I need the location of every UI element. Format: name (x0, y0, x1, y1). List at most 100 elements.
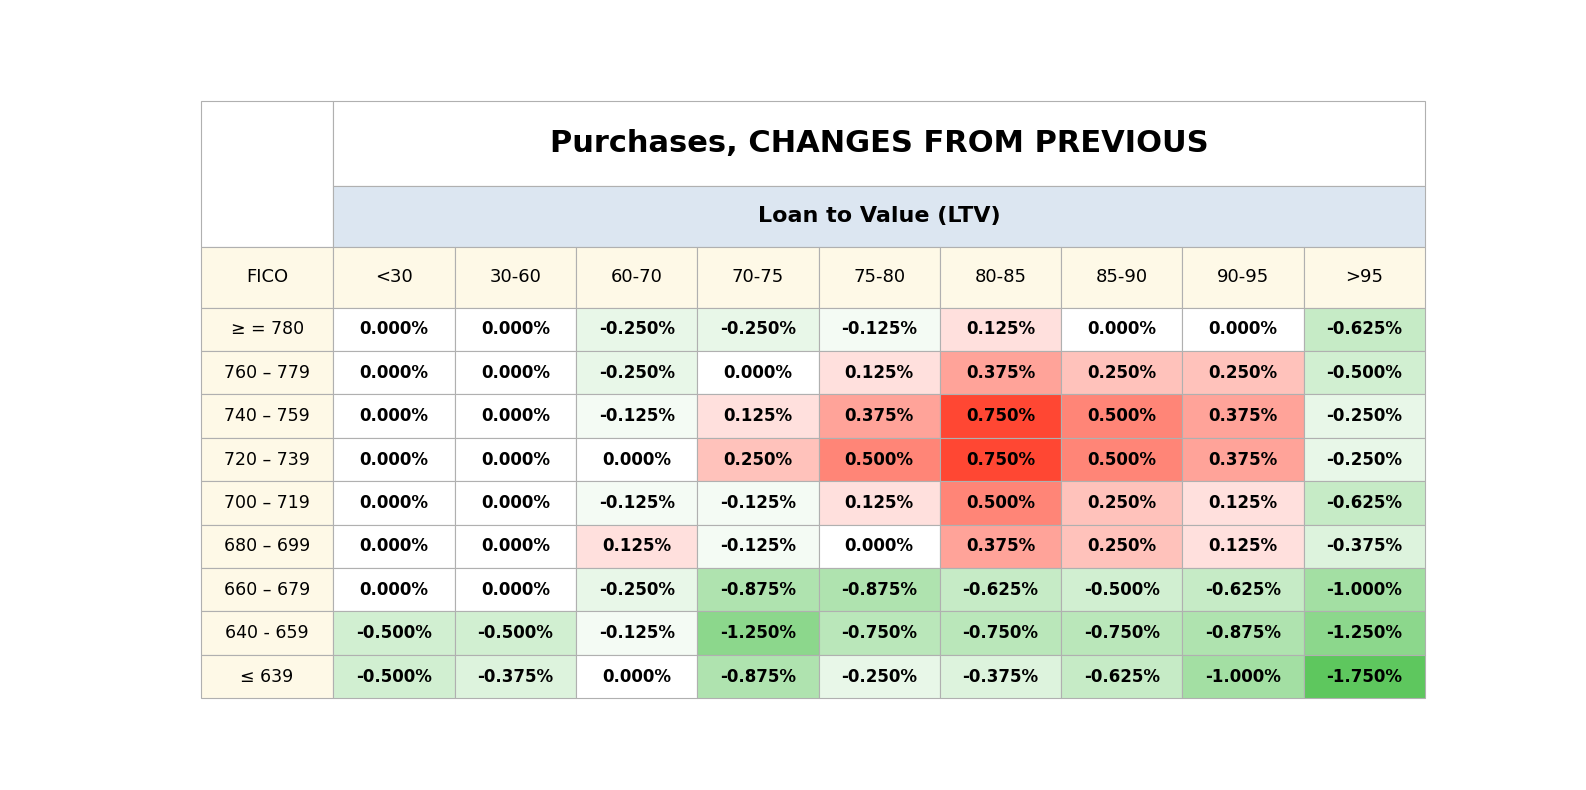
Text: -0.625%: -0.625% (963, 581, 1039, 599)
Text: -0.250%: -0.250% (1326, 450, 1402, 468)
Text: 0.125%: 0.125% (723, 407, 793, 425)
Text: -1.000%: -1.000% (1205, 668, 1281, 686)
Text: -0.750%: -0.750% (841, 624, 917, 642)
Text: -0.625%: -0.625% (1205, 581, 1281, 599)
Text: 700 – 719: 700 – 719 (224, 494, 309, 512)
Text: 0.375%: 0.375% (845, 407, 914, 425)
Text: -0.500%: -0.500% (357, 624, 431, 642)
FancyBboxPatch shape (818, 568, 940, 611)
FancyBboxPatch shape (1304, 351, 1424, 394)
FancyBboxPatch shape (1304, 307, 1424, 351)
FancyBboxPatch shape (576, 394, 698, 438)
Text: -0.750%: -0.750% (1083, 624, 1159, 642)
FancyBboxPatch shape (698, 246, 818, 307)
Text: -0.875%: -0.875% (720, 581, 796, 599)
FancyBboxPatch shape (1183, 438, 1304, 481)
Text: -0.875%: -0.875% (1205, 624, 1281, 642)
FancyBboxPatch shape (201, 655, 333, 698)
FancyBboxPatch shape (698, 525, 818, 568)
Text: 660 – 679: 660 – 679 (224, 581, 311, 599)
FancyBboxPatch shape (940, 351, 1061, 394)
FancyBboxPatch shape (1304, 568, 1424, 611)
Text: ≥ = 780: ≥ = 780 (230, 321, 303, 338)
FancyBboxPatch shape (1061, 438, 1183, 481)
FancyBboxPatch shape (201, 101, 333, 246)
FancyBboxPatch shape (1183, 394, 1304, 438)
FancyBboxPatch shape (698, 394, 818, 438)
Text: 0.750%: 0.750% (966, 450, 1036, 468)
FancyBboxPatch shape (818, 438, 940, 481)
FancyBboxPatch shape (818, 525, 940, 568)
FancyBboxPatch shape (818, 246, 940, 307)
Text: ≤ 639: ≤ 639 (241, 668, 293, 686)
Text: 0.000%: 0.000% (360, 321, 428, 338)
FancyBboxPatch shape (1183, 481, 1304, 525)
FancyBboxPatch shape (1183, 351, 1304, 394)
Text: -1.250%: -1.250% (720, 624, 796, 642)
FancyBboxPatch shape (1061, 246, 1183, 307)
FancyBboxPatch shape (455, 307, 576, 351)
Text: 0.000%: 0.000% (481, 407, 550, 425)
FancyBboxPatch shape (333, 246, 455, 307)
Text: 0.000%: 0.000% (1209, 321, 1278, 338)
Text: -0.125%: -0.125% (598, 494, 674, 512)
FancyBboxPatch shape (1183, 611, 1304, 655)
Text: 0.375%: 0.375% (966, 363, 1036, 382)
Text: 0.000%: 0.000% (481, 450, 550, 468)
Text: -0.375%: -0.375% (1326, 537, 1402, 555)
Text: 0.250%: 0.250% (723, 450, 793, 468)
Text: 0.125%: 0.125% (1209, 494, 1278, 512)
Text: -0.250%: -0.250% (841, 668, 917, 686)
Text: -0.625%: -0.625% (1326, 494, 1402, 512)
FancyBboxPatch shape (818, 655, 940, 698)
FancyBboxPatch shape (818, 611, 940, 655)
Text: -0.750%: -0.750% (963, 624, 1039, 642)
FancyBboxPatch shape (201, 394, 333, 438)
Text: -0.375%: -0.375% (477, 668, 554, 686)
Text: -0.500%: -0.500% (1326, 363, 1402, 382)
Text: 0.250%: 0.250% (1086, 537, 1156, 555)
FancyBboxPatch shape (940, 394, 1061, 438)
FancyBboxPatch shape (201, 307, 333, 351)
FancyBboxPatch shape (333, 568, 455, 611)
FancyBboxPatch shape (576, 351, 698, 394)
FancyBboxPatch shape (1304, 655, 1424, 698)
FancyBboxPatch shape (1061, 655, 1183, 698)
FancyBboxPatch shape (333, 481, 455, 525)
FancyBboxPatch shape (940, 307, 1061, 351)
Text: -1.250%: -1.250% (1326, 624, 1402, 642)
FancyBboxPatch shape (333, 525, 455, 568)
FancyBboxPatch shape (201, 525, 333, 568)
Text: Loan to Value (LTV): Loan to Value (LTV) (758, 206, 1001, 227)
Text: 0.000%: 0.000% (1088, 321, 1156, 338)
Text: 0.750%: 0.750% (966, 407, 1036, 425)
Text: 640 - 659: 640 - 659 (225, 624, 309, 642)
Text: 0.000%: 0.000% (603, 450, 671, 468)
FancyBboxPatch shape (201, 481, 333, 525)
FancyBboxPatch shape (455, 481, 576, 525)
FancyBboxPatch shape (201, 611, 333, 655)
FancyBboxPatch shape (1304, 611, 1424, 655)
Text: -0.125%: -0.125% (720, 494, 796, 512)
FancyBboxPatch shape (455, 394, 576, 438)
FancyBboxPatch shape (1183, 568, 1304, 611)
Text: 0.000%: 0.000% (360, 581, 428, 599)
Text: 90-95: 90-95 (1216, 269, 1269, 286)
Text: 0.000%: 0.000% (360, 537, 428, 555)
Text: <30: <30 (376, 269, 412, 286)
FancyBboxPatch shape (455, 525, 576, 568)
FancyBboxPatch shape (576, 246, 698, 307)
Text: 0.000%: 0.000% (481, 537, 550, 555)
Text: 0.000%: 0.000% (845, 537, 914, 555)
FancyBboxPatch shape (698, 481, 818, 525)
FancyBboxPatch shape (698, 611, 818, 655)
Text: FICO: FICO (246, 269, 289, 286)
Text: 0.000%: 0.000% (360, 494, 428, 512)
Text: 740 – 759: 740 – 759 (224, 407, 309, 425)
Text: >95: >95 (1345, 269, 1383, 286)
FancyBboxPatch shape (333, 611, 455, 655)
FancyBboxPatch shape (1061, 525, 1183, 568)
FancyBboxPatch shape (576, 611, 698, 655)
FancyBboxPatch shape (333, 655, 455, 698)
Text: -0.375%: -0.375% (963, 668, 1039, 686)
